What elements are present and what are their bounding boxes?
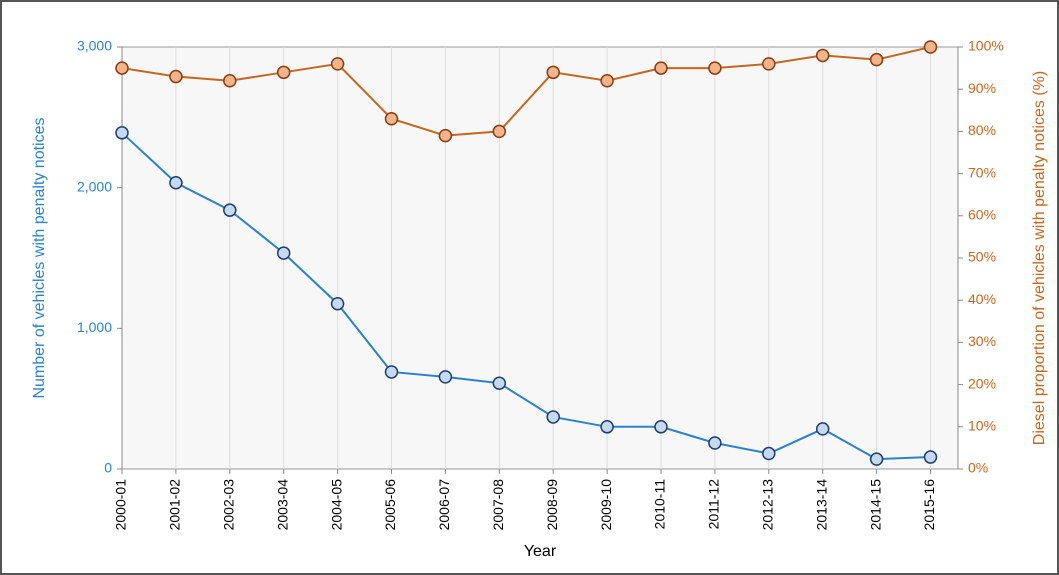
y2-tick-label: 10% — [968, 418, 996, 434]
data-point — [600, 420, 614, 434]
data-point — [492, 124, 507, 139]
data-point — [654, 61, 668, 75]
x-axis-title: Year — [524, 543, 557, 560]
y2-tick-label: 40% — [968, 291, 996, 307]
data-point — [384, 111, 399, 126]
data-point — [115, 61, 129, 75]
y2-tick-label: 50% — [968, 249, 996, 265]
y2-tick-label: 30% — [968, 333, 996, 349]
y-tick-label: 2,000 — [77, 178, 112, 194]
data-point — [546, 65, 560, 80]
x-tick-label: 2015-16 — [921, 479, 937, 531]
data-point — [762, 446, 776, 461]
y2-tick-label: 20% — [968, 375, 996, 391]
plot-area — [121, 46, 959, 470]
y2-tick-label: 0% — [968, 460, 988, 476]
data-point — [762, 57, 776, 71]
data-point — [115, 126, 129, 140]
data-point — [276, 65, 291, 80]
y2-tick-label: 60% — [968, 207, 996, 223]
x-tick-label: 2001-02 — [167, 479, 183, 531]
data-point — [330, 57, 345, 71]
x-tick-label: 2013-14 — [813, 479, 829, 531]
data-point — [438, 128, 453, 143]
data-point — [492, 376, 507, 390]
data-point — [923, 450, 938, 464]
x-tick-label: 2004-05 — [328, 479, 344, 531]
data-point — [276, 246, 291, 260]
data-point — [600, 74, 614, 88]
data-point — [169, 175, 183, 190]
x-tick-label: 2007-08 — [490, 479, 506, 531]
x-tick-label: 2000-01 — [113, 479, 129, 531]
y2-tick-label: 80% — [968, 122, 996, 138]
y-axis-title: Number of vehicles with penalty notices — [31, 117, 48, 398]
y-tick-label: 3,000 — [77, 38, 112, 54]
data-point — [708, 436, 722, 450]
data-point — [869, 452, 884, 466]
data-point — [654, 420, 668, 434]
data-point — [869, 52, 884, 67]
x-tick-label: 2005-06 — [382, 479, 398, 531]
series-line — [121, 46, 931, 137]
y2-tick-label: 90% — [968, 80, 996, 96]
data-point — [708, 61, 722, 75]
data-point — [923, 40, 938, 54]
data-point — [384, 365, 399, 379]
x-tick-label: 2002-03 — [221, 479, 237, 531]
data-point — [223, 74, 237, 88]
data-point — [438, 370, 453, 384]
x-tick-label: 2011-12 — [706, 479, 722, 530]
y2-tick-label: 70% — [968, 164, 996, 180]
x-tick-label: 2010-11 — [652, 479, 668, 530]
data-point — [223, 203, 237, 217]
y2-tick-label: 100% — [968, 38, 1004, 54]
x-tick-label: 2003-04 — [274, 479, 290, 531]
x-tick-label: 2014-15 — [867, 479, 883, 531]
x-tick-label: 2006-07 — [436, 479, 452, 531]
data-point — [546, 410, 560, 424]
y-tick-label: 1,000 — [77, 319, 112, 335]
y-tick-label: 0 — [104, 460, 112, 476]
x-tick-label: 2009-10 — [598, 479, 614, 531]
y2-axis-title: Diesel proportion of vehicles with penal… — [1031, 71, 1048, 445]
series-line — [121, 132, 931, 461]
data-point — [815, 422, 830, 436]
data-point — [330, 296, 345, 311]
data-point — [815, 48, 830, 63]
data-point — [169, 69, 183, 84]
x-tick-label: 2012-13 — [760, 479, 776, 531]
x-tick-label: 2008-09 — [544, 479, 560, 531]
